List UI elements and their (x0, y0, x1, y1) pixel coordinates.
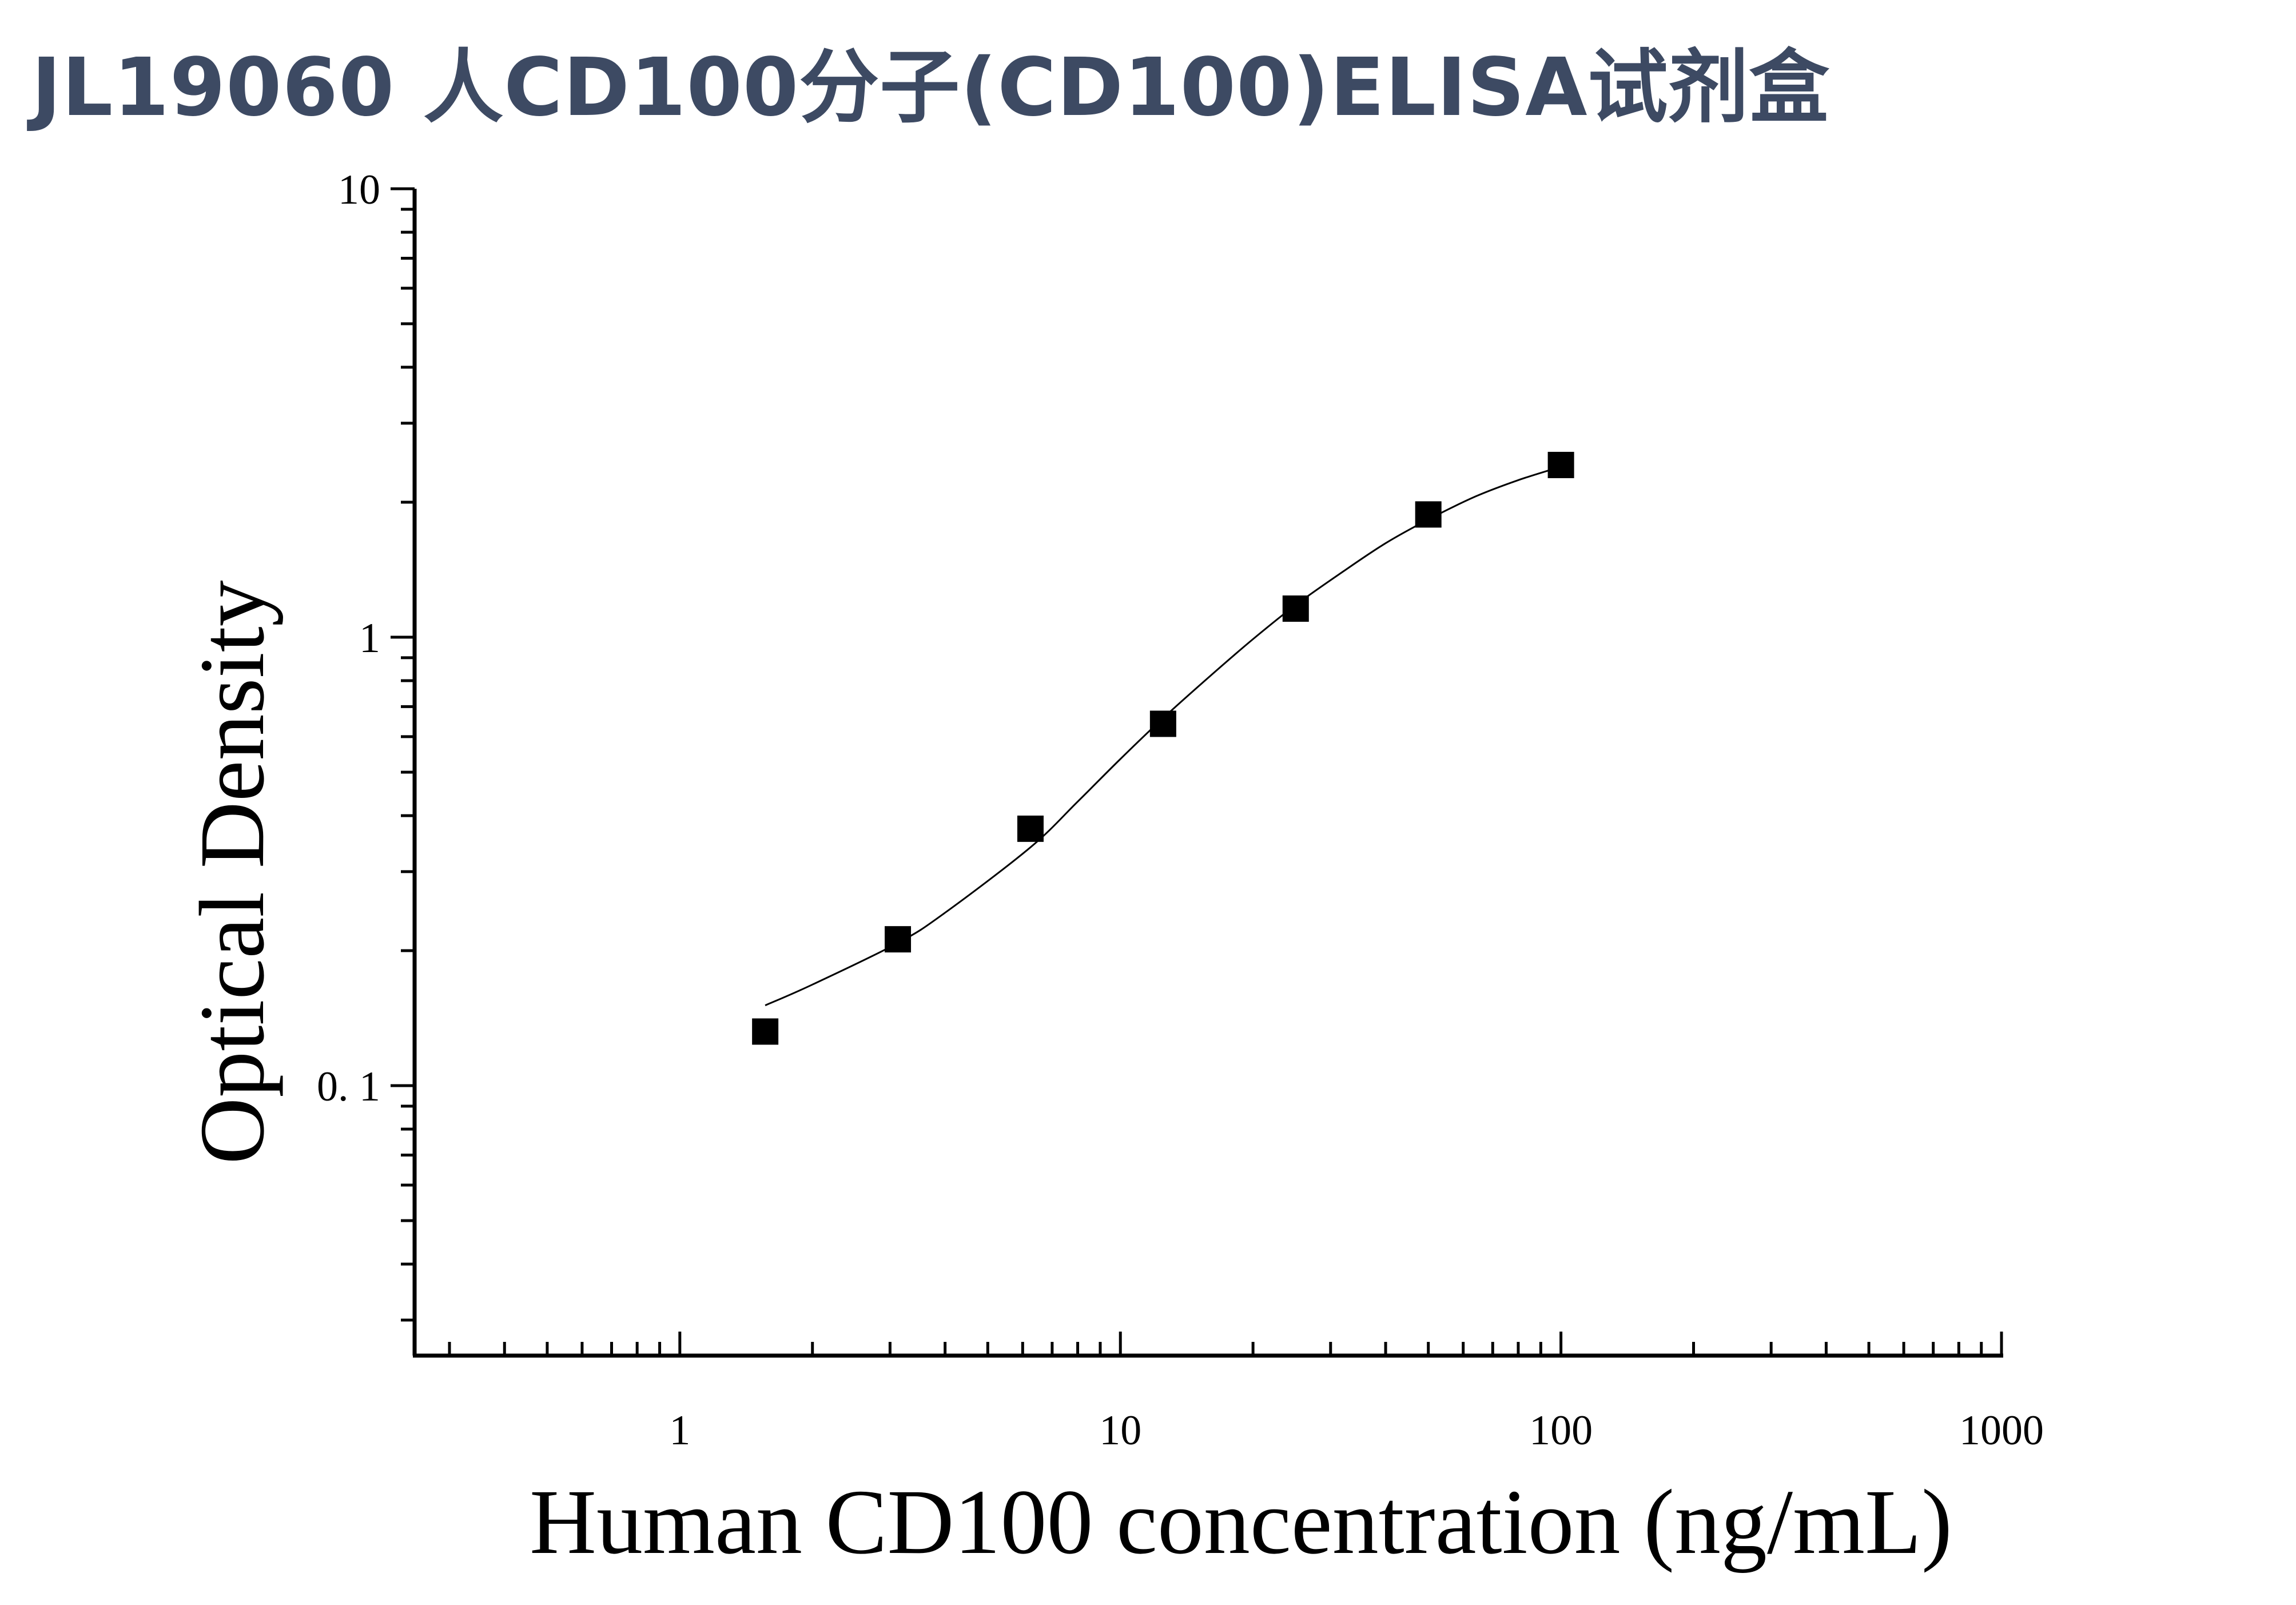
x-tick-label: 10 (1099, 1407, 1141, 1454)
chart-title: JL19060 人CD100分子(CD100)ELISA试剂盒 (31, 41, 1830, 134)
y-tick-label: 1 (359, 615, 380, 662)
data-point (1282, 595, 1309, 622)
x-tick-label: 1 (669, 1407, 690, 1454)
data-point (885, 926, 912, 953)
data-point (752, 1018, 779, 1045)
axes (412, 189, 2003, 1358)
data-point (1149, 710, 1176, 737)
data-points (752, 451, 1574, 1045)
y-tick-label: 10 (338, 166, 380, 213)
data-point (1547, 451, 1574, 478)
data-point (1017, 815, 1044, 842)
y-ticks: 0. 1 1 10 (317, 166, 415, 1322)
x-tick-label: 100 (1529, 1407, 1593, 1454)
y-axis-label: Optical Density (181, 580, 284, 1164)
x-axis-label: Human CD100 concentration (ng/mL) (530, 1471, 1952, 1574)
y-tick-label: 0. 1 (317, 1063, 380, 1110)
x-ticks: 1 10 100 1000 (448, 1332, 2044, 1454)
x-tick-label: 1000 (1959, 1407, 2044, 1454)
data-point (1415, 501, 1442, 528)
